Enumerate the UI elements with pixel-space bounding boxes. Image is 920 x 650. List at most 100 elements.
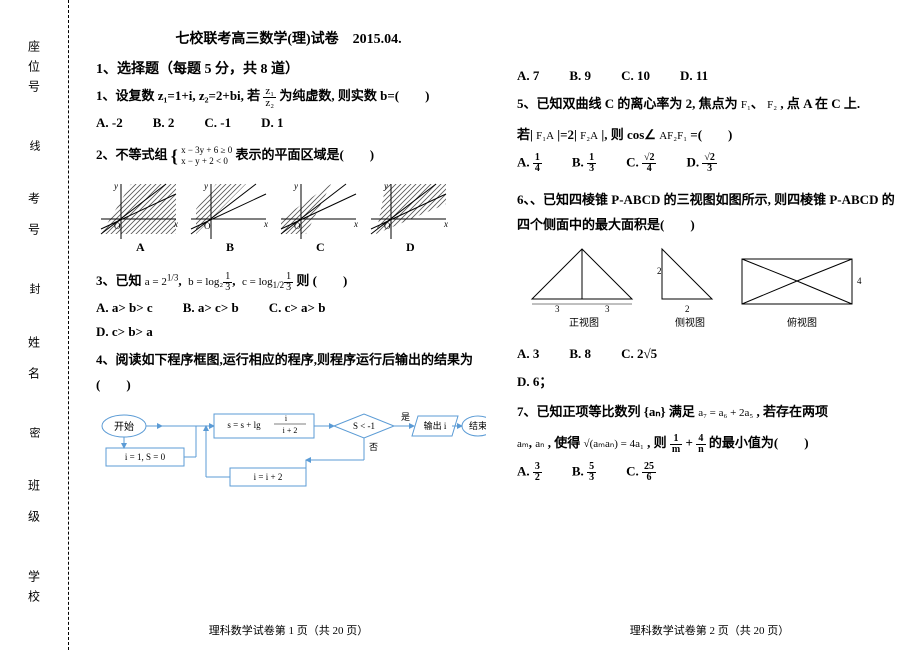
q4-options: A. 7 B. 9 C. 10 D. 11: [517, 68, 902, 84]
q1-text: 1、设复数 z₁=1+i, z₂=2+bi, 若: [96, 88, 260, 103]
question-4: 4、阅读如下程序框图,运行相应的程序,则程序运行后输出的结果为( ): [96, 348, 481, 397]
svg-text:结束: 结束: [469, 420, 486, 431]
page-2: A. 7 B. 9 C. 10 D. 11 5、已知双曲线 C 的离心率为 2,…: [499, 0, 920, 650]
q6-opt-a: A. 3: [517, 346, 539, 362]
svg-text:x: x: [263, 219, 268, 229]
q5-opt-c: C. √24: [626, 153, 656, 174]
svg-text:2: 2: [685, 304, 690, 314]
svg-text:B: B: [226, 240, 234, 254]
q3-options2: D. c> b> a: [96, 324, 481, 340]
q1-opt-c: C. -1: [204, 115, 231, 131]
question-2: 2、不等式组 { x − 3y + 6 ≥ 0 x − y + 2 < 0 表示…: [96, 139, 481, 173]
question-5b: 若| F₁A |=2| F₂A |, 则 cos∠ AF₂F₁ =( ): [517, 123, 902, 148]
svg-text:D: D: [406, 240, 415, 254]
q6-opt-b: B. 8: [569, 346, 591, 362]
svg-text:3: 3: [555, 304, 560, 314]
q6-views: 3 3 正视图 2 2 侧视图: [517, 244, 902, 338]
page-1-footer: 理科数学试卷第 1 页（共 20 页）: [78, 622, 499, 638]
q5-text2: , 点 A 在 C 上.: [780, 96, 860, 111]
svg-text:开始: 开始: [114, 420, 134, 433]
q2-text2: 表示的平面区域是( ): [235, 147, 374, 162]
q4-opt-d: D. 11: [680, 68, 708, 84]
q2-text: 2、不等式组: [96, 147, 168, 162]
q5-opt-d: D. √23: [686, 153, 716, 174]
question-3: 3、已知 a = 21/3, b = log₂13, c = log1/213 …: [96, 269, 481, 294]
q4-opt-b: B. 9: [569, 68, 591, 84]
q3-opt-b: B. a> c> b: [183, 300, 239, 316]
title-date: 2015.04.: [353, 32, 402, 47]
question-5: 5、已知双曲线 C 的离心率为 2, 焦点为 F₁、 F₂ , 点 A 在 C …: [517, 92, 902, 117]
q3-a: a = 21/3: [145, 276, 179, 288]
binding-marker-seal: 封: [26, 283, 42, 296]
q5-opt-a: A. 14: [517, 153, 542, 174]
question-1: 1、设复数 z₁=1+i, z₂=2+bi, 若 z₁ z₂ 为纯虚数, 则实数…: [96, 84, 481, 109]
q7-opt-b: B. 53: [572, 462, 596, 483]
q3-b: b = log₂13: [188, 276, 232, 288]
svg-text:x: x: [173, 219, 178, 229]
q2-sys2: x − y + 2 < 0: [181, 156, 228, 166]
svg-text:i = i + 2: i = i + 2: [254, 472, 283, 482]
svg-text:O: O: [384, 221, 391, 231]
q6-opt-c: C. 2√5: [621, 346, 657, 362]
content-area: 七校联考高三数学(理)试卷 2015.04. 1、选择题（每题 5 分，共 8 …: [78, 0, 920, 650]
svg-text:y: y: [293, 181, 298, 191]
q3-opt-c: C. c> a> b: [269, 300, 326, 316]
svg-text:侧视图: 侧视图: [675, 316, 705, 329]
svg-text:i + 2: i + 2: [283, 426, 298, 435]
q5-text: 5、已知双曲线 C 的离心率为 2, 焦点为: [517, 96, 738, 111]
q1-opt-a: A. -2: [96, 115, 123, 131]
svg-text:x: x: [443, 219, 448, 229]
svg-text:x: x: [353, 219, 358, 229]
page-1: 七校联考高三数学(理)试卷 2015.04. 1、选择题（每题 5 分，共 8 …: [78, 0, 499, 650]
question-6: 6、、已知四棱锥 P-ABCD 的三视图如图所示, 则四棱锥 P-ABCD 的四…: [517, 188, 902, 237]
svg-text:正视图: 正视图: [569, 316, 599, 329]
svg-text:C: C: [316, 240, 325, 254]
svg-text:O: O: [114, 221, 121, 231]
binding-label-exam-no: 考 号: [26, 192, 43, 243]
q3-c: c = log1/213: [242, 276, 293, 288]
svg-text:y: y: [113, 181, 118, 191]
title-text: 七校联考高三数学(理)试卷: [175, 32, 338, 47]
svg-text:输出 i: 输出 i: [424, 420, 447, 431]
svg-text:s = s + lg: s = s + lg: [227, 420, 261, 430]
q1-text2: 为纯虚数, 则实数 b=( ): [279, 88, 429, 103]
q5-opt-b: B. 13: [572, 153, 596, 174]
svg-text:2: 2: [657, 266, 662, 276]
svg-text:O: O: [294, 221, 301, 231]
svg-text:4: 4: [857, 276, 862, 286]
q7-options: A. 32 B. 53 C. 256: [517, 462, 902, 483]
svg-text:A: A: [136, 240, 145, 254]
svg-text:俯视图: 俯视图: [787, 316, 817, 329]
binding-strip: 座位号 线 考 号 封 姓 名 密 班 级 学校: [0, 0, 68, 650]
q6-options: A. 3 B. 8 C. 2√5: [517, 346, 902, 362]
svg-text:i = 1, S = 0: i = 1, S = 0: [125, 452, 166, 462]
q5-options: A. 14 B. 13 C. √24 D. √23: [517, 153, 902, 174]
three-views-svg: 3 3 正视图 2 2 侧视图: [517, 244, 867, 334]
question-7b: aₘ, aₙ , 使得 √(aₘaₙ) = 4a₁ , 则 1m + 4n 的最…: [517, 431, 902, 456]
binding-label-school: 学校: [26, 570, 43, 610]
binding-label-name: 姓 名: [26, 336, 43, 387]
svg-text:y: y: [203, 181, 208, 191]
q3-opt-a: A. a> b> c: [96, 300, 153, 316]
q2-sys1: x − 3y + 6 ≥ 0: [181, 145, 232, 155]
svg-text:3: 3: [605, 304, 610, 314]
q3-text: 3、已知: [96, 273, 142, 288]
q1-opt-b: B. 2: [153, 115, 175, 131]
svg-text:S < -1: S < -1: [353, 421, 375, 431]
binding-marker-line: 线: [26, 140, 42, 153]
dashed-divider: [68, 0, 69, 650]
q3-text2: 则 ( ): [296, 273, 347, 288]
flowchart-svg: 开始 i = 1, S = 0 s = s + lg i i + 2 S < -…: [96, 406, 486, 501]
svg-text:否: 否: [369, 442, 378, 452]
q5-f2: F₂: [767, 99, 777, 111]
flowchart: 开始 i = 1, S = 0 s = s + lg i i + 2 S < -…: [96, 406, 481, 505]
exam-title: 七校联考高三数学(理)试卷 2015.04.: [96, 28, 481, 48]
svg-text:O: O: [204, 221, 211, 231]
q4-opt-c: C. 10: [621, 68, 650, 84]
page-2-footer: 理科数学试卷第 2 页（共 20 页）: [499, 622, 920, 638]
q6-opt-d: D. 6；: [517, 370, 902, 395]
q1-fraction: z₁ z₂: [263, 86, 276, 109]
binding-label-class: 班 级: [26, 479, 43, 530]
q5-f1: F₁: [741, 99, 751, 111]
section-heading: 1、选择题（每题 5 分，共 8 道）: [96, 58, 481, 78]
